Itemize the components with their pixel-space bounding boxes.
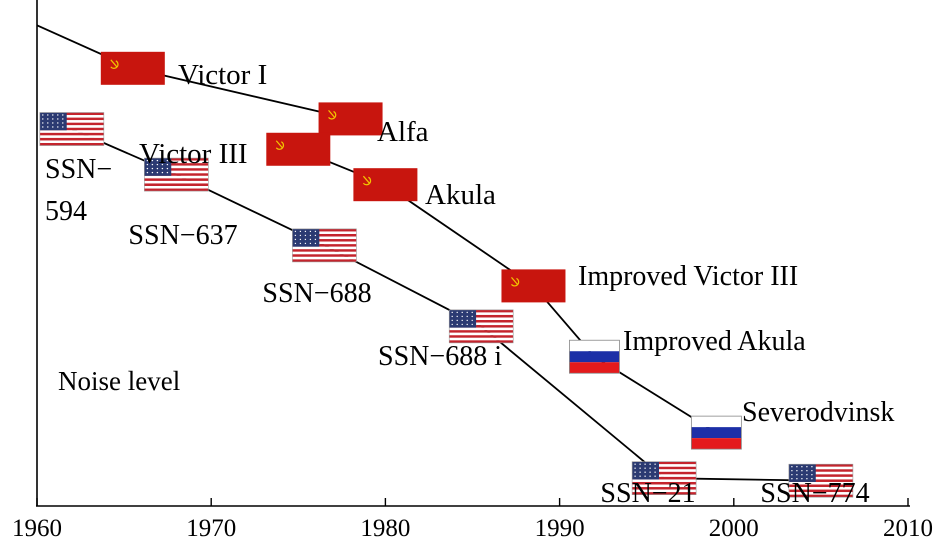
flag-alfa [318,102,383,136]
x-tick-label-1960: 1960 [12,515,62,542]
label-ssn-637: SSN−637 [128,220,237,251]
flag-akula [353,168,418,202]
label-victor-i: Victor I [178,59,267,91]
series-lines [36,24,821,482]
x-ticks: 1960 1970 1980 1990 2000 2010 [12,498,933,542]
label-ssn-774: SSN−774 [760,478,869,509]
x-tick-label-1980: 1980 [360,515,410,542]
label-improved-victor-iii: Improved Victor III [578,261,798,292]
point-labels: Victor I Alfa Victor III Akula Improved Vict… [45,59,894,509]
flag-ssn-21 [631,461,697,495]
label-ssn-21: SSN−21 [600,478,695,509]
flag-ssn-688 [292,228,357,263]
flag-ssn-774 [788,463,854,498]
label-ssn-688: SSN−688 [262,278,371,309]
x-tick-label-1990: 1990 [535,515,585,542]
label-victor-iii: Victor III [139,138,248,170]
label-alfa: Alfa [377,116,429,148]
flag-markers [39,51,854,498]
flag-severodvinsk [690,415,742,450]
flag-ssn-688-i [448,309,514,344]
x-tick-label-1970: 1970 [186,515,236,542]
flag-ssn-637 [144,157,209,192]
label-severodvinsk: Severodvinsk [742,397,894,428]
label-improved-akula: Improved Akula [623,326,806,357]
noise-level-label: Noise level [58,366,180,396]
label-ssn-594: SSN− 594 [45,154,112,227]
flag-victor-i [100,51,165,85]
flag-victor-iii [266,132,331,166]
x-tick-label-2000: 2000 [709,515,759,542]
flag-improved-victor-iii [501,269,566,303]
flag-improved-akula [569,339,620,374]
label-akula: Akula [425,179,496,211]
x-tick-label-2010: 2010 [883,515,933,542]
label-ssn-688-i: SSN−688 i [378,341,502,372]
flag-ssn-594 [39,112,105,146]
